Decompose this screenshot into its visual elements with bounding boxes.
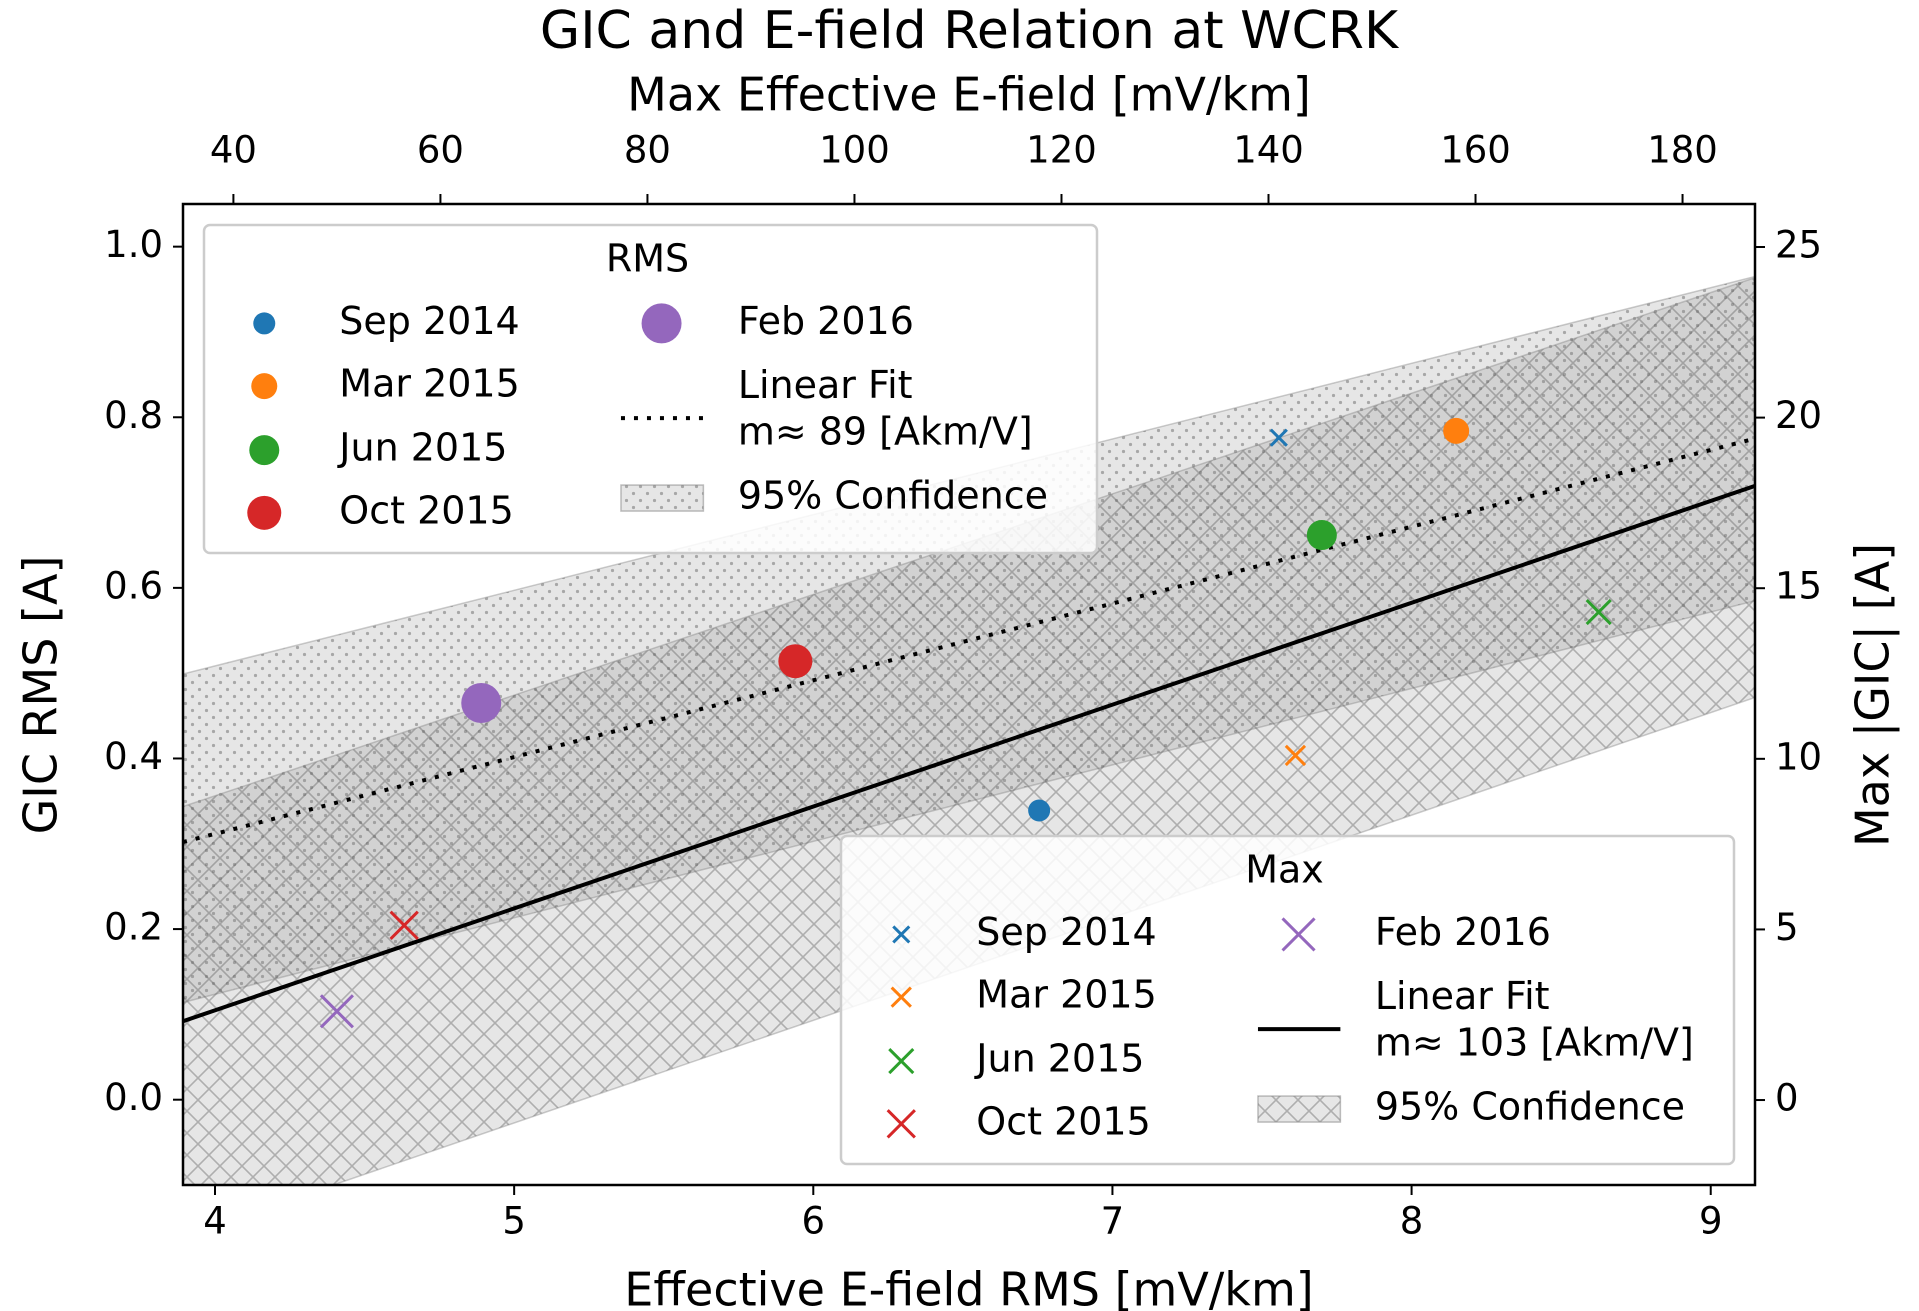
x2-tick-label: 60 bbox=[417, 129, 464, 172]
cross-marker bbox=[1585, 599, 1612, 626]
x-tick-label: 6 bbox=[802, 1200, 826, 1243]
dot-marker bbox=[778, 644, 813, 679]
legend-label: m≈ 89 [Akm/V] bbox=[738, 410, 1033, 454]
legend-label: Sep 2014 bbox=[339, 299, 519, 343]
dot-marker bbox=[1443, 417, 1470, 444]
cross-marker bbox=[892, 925, 911, 944]
legend-box bbox=[839, 834, 1736, 1166]
dot-marker bbox=[253, 312, 276, 335]
dot-marker bbox=[249, 435, 280, 466]
y2-tick-label: 0 bbox=[1775, 1077, 1799, 1120]
x-tick-label: 4 bbox=[203, 1200, 227, 1243]
legend-band-patch bbox=[620, 484, 705, 512]
confidence-band bbox=[183, 276, 1755, 1185]
legend-label: Linear Fit bbox=[738, 363, 913, 407]
dot-marker bbox=[1028, 799, 1051, 822]
y-tick-label: 0.0 bbox=[104, 1076, 163, 1119]
x2-tick-label: 160 bbox=[1440, 129, 1511, 172]
legends: RMS Sep 2014 Mar 2015 Jun 2015 Oct 2015 Feb 2… bbox=[202, 223, 1736, 1166]
legend-band-patch bbox=[1257, 1095, 1342, 1123]
y2-tick-label: 20 bbox=[1775, 394, 1822, 437]
cross-marker bbox=[1284, 744, 1307, 767]
cross-marker bbox=[1269, 428, 1288, 447]
cross-marker bbox=[890, 986, 912, 1008]
dot-marker bbox=[461, 683, 502, 724]
legend-label: Oct 2015 bbox=[339, 488, 514, 532]
y2-tick-label: 5 bbox=[1775, 906, 1799, 949]
legend-label: Feb 2016 bbox=[738, 299, 914, 343]
x-tick-label: 8 bbox=[1400, 1200, 1424, 1243]
legend-label: 95% Confidence bbox=[738, 474, 1048, 518]
legend-box bbox=[202, 223, 1099, 555]
y-tick-label: 0.2 bbox=[104, 906, 163, 949]
x2-tick-label: 80 bbox=[624, 129, 671, 172]
y2-tick-label: 15 bbox=[1775, 565, 1822, 608]
x2-tick-label: 120 bbox=[1026, 129, 1097, 172]
legend-title: Max bbox=[1245, 848, 1324, 892]
y-axis-label: GIC RMS [A] bbox=[14, 556, 68, 835]
legend-label: Feb 2016 bbox=[1375, 910, 1551, 954]
legend-label: Oct 2015 bbox=[976, 1099, 1151, 1143]
cross-marker bbox=[886, 1109, 916, 1139]
y2-tick-label: 25 bbox=[1775, 223, 1822, 266]
dot-marker bbox=[1306, 519, 1337, 550]
y-tick-label: 0.6 bbox=[104, 564, 163, 607]
legend-label: Linear Fit bbox=[1375, 974, 1550, 1018]
legend-label: Mar 2015 bbox=[976, 973, 1156, 1017]
dot-marker bbox=[247, 495, 282, 530]
y-tick-label: 0.4 bbox=[104, 735, 163, 778]
cross-marker bbox=[389, 910, 419, 940]
x2-axis-label: Max Effective E-field [mV/km] bbox=[627, 68, 1311, 122]
cross-marker bbox=[319, 994, 354, 1029]
legend-label: Sep 2014 bbox=[976, 910, 1156, 954]
legend-label: m≈ 103 [Akm/V] bbox=[1375, 1021, 1694, 1065]
x2-tick-label: 180 bbox=[1647, 129, 1718, 172]
x-tick-label: 9 bbox=[1699, 1200, 1723, 1243]
x2-tick-label: 100 bbox=[819, 129, 890, 172]
y2-tick-label: 10 bbox=[1775, 735, 1822, 778]
legend-label: Jun 2015 bbox=[337, 426, 507, 470]
y2-axis-label: Max |GIC| [A] bbox=[1846, 543, 1901, 847]
axes-frame bbox=[181, 202, 1757, 1187]
y-tick-label: 1.0 bbox=[104, 223, 163, 266]
cross-marker bbox=[1281, 917, 1316, 952]
legend-label: 95% Confidence bbox=[1375, 1085, 1685, 1129]
x2-tick-label: 40 bbox=[210, 129, 257, 172]
plot-area bbox=[183, 275, 1755, 1185]
legend-label: Jun 2015 bbox=[974, 1037, 1144, 1081]
legend-title: RMS bbox=[606, 237, 689, 281]
fit-line bbox=[183, 483, 1755, 1024]
x-tick-label: 5 bbox=[502, 1200, 526, 1243]
cross-marker bbox=[888, 1048, 915, 1075]
x2-tick-label: 140 bbox=[1233, 129, 1304, 172]
x-axis-label: Effective E-field RMS [mV/km] bbox=[624, 1263, 1313, 1311]
dot-marker bbox=[251, 373, 278, 400]
chart-title: GIC and E-field Relation at WCRK bbox=[540, 1, 1400, 61]
dot-marker bbox=[641, 303, 682, 344]
fit-line bbox=[183, 436, 1755, 845]
x-tick-label: 7 bbox=[1101, 1200, 1125, 1243]
legend-label: Mar 2015 bbox=[339, 362, 519, 406]
y-tick-label: 0.8 bbox=[104, 394, 163, 437]
